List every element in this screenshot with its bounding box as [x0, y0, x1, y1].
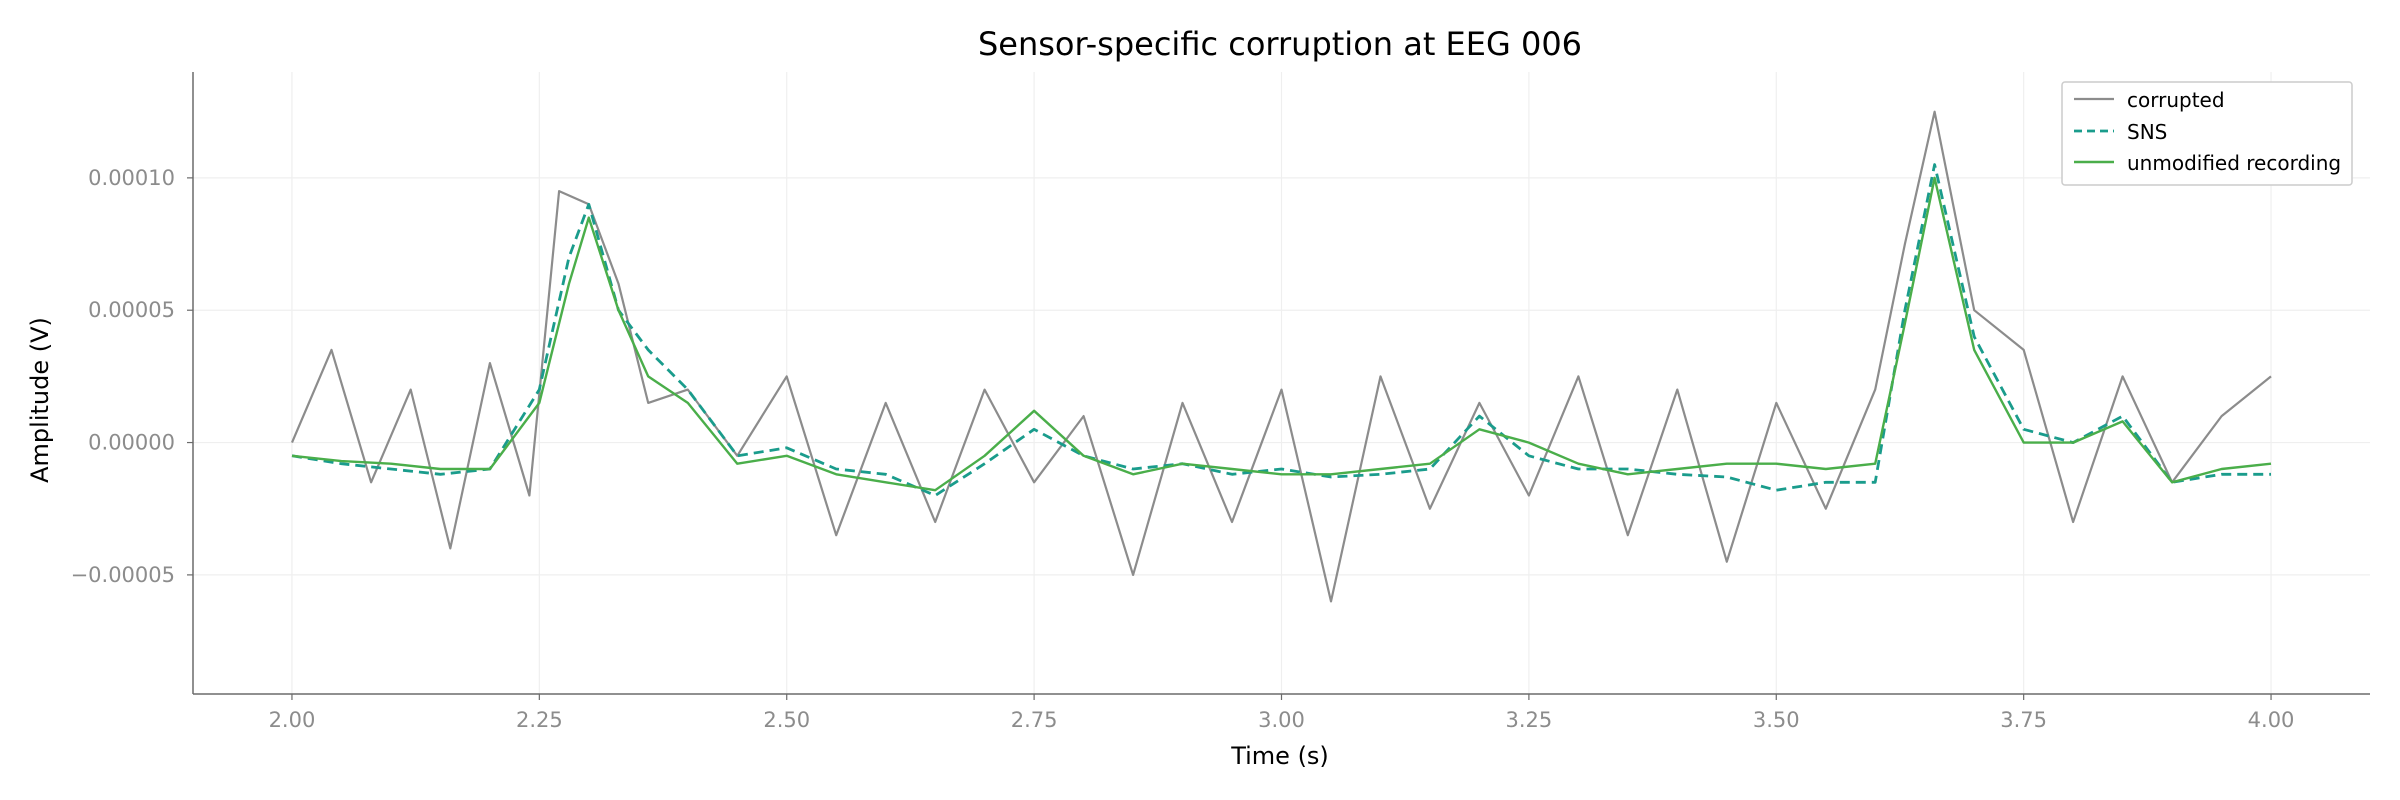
y-ticks: −0.00005 0.00000 0.00005 0.00010 — [71, 166, 193, 587]
legend-label-sns: SNS — [2127, 120, 2167, 144]
legend-label-corrupted: corrupted — [2127, 88, 2225, 112]
x-tick-label: 2.50 — [763, 708, 810, 732]
x-tick-label: 3.50 — [1753, 708, 1800, 732]
y-axis-label: Amplitude (V) — [26, 317, 54, 483]
x-tick-label: 3.75 — [2000, 708, 2047, 732]
y-tick-label: 0.00010 — [88, 166, 175, 190]
chart-title: Sensor-specific corruption at EEG 006 — [978, 25, 1582, 63]
x-ticks: 2.00 2.25 2.50 2.75 3.00 3.25 3.50 3.75 4.00 — [269, 694, 2295, 732]
legend-box — [2061, 81, 2353, 186]
series-line-unmodified-recording — [291, 176, 2272, 492]
series — [290, 110, 2272, 603]
x-tick-label: 3.00 — [1258, 708, 1305, 732]
x-tick-label: 2.00 — [269, 708, 316, 732]
x-tick-label: 4.00 — [2248, 708, 2295, 732]
x-tick-label: 3.25 — [1506, 708, 1553, 732]
grid — [193, 72, 2370, 694]
x-tick-label: 2.75 — [1011, 708, 1058, 732]
y-tick-label: −0.00005 — [71, 563, 175, 587]
legend: corrupted SNS unmodified recording — [2061, 81, 2353, 186]
y-tick-label: 0.00000 — [88, 431, 175, 455]
x-axis-label: Time (s) — [1230, 742, 1329, 770]
legend-label-unmodified: unmodified recording — [2127, 151, 2341, 175]
series-line-corrupted — [290, 110, 2272, 603]
series-line-sns — [291, 163, 2271, 497]
y-tick-label: 0.00005 — [88, 298, 175, 322]
x-tick-label: 2.25 — [516, 708, 563, 732]
